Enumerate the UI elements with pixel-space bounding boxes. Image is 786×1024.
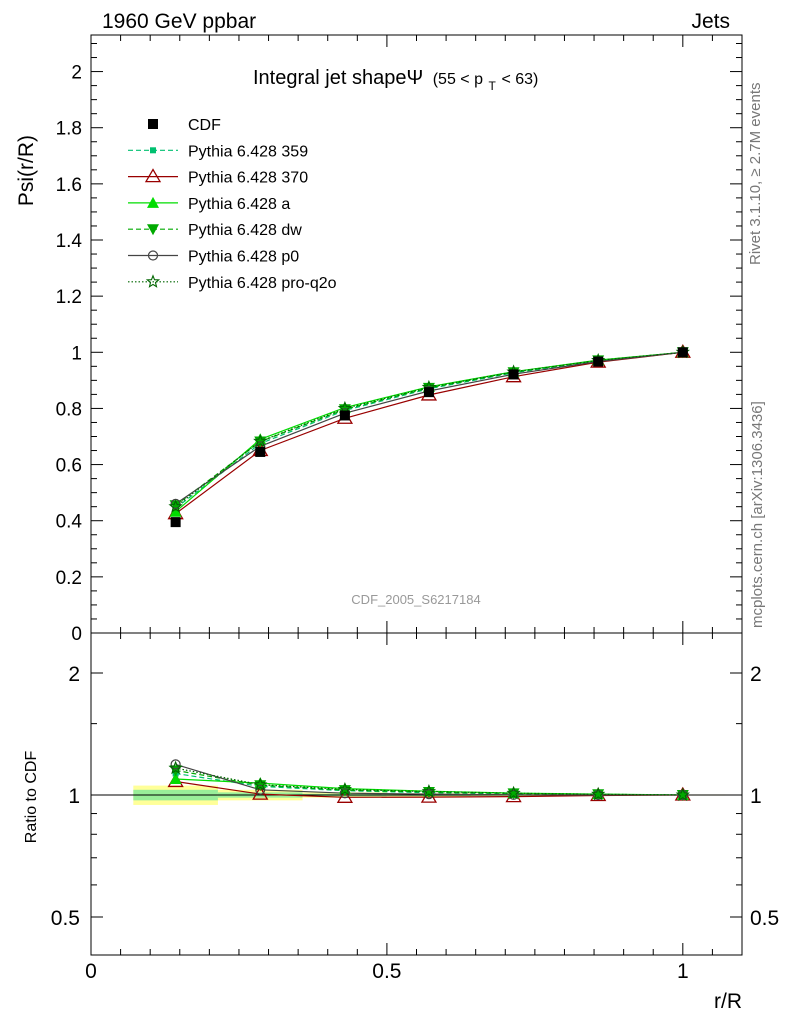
ratio-data-point (423, 789, 435, 800)
ratio-series-markers (167, 759, 691, 803)
ratio-data-point (339, 788, 350, 799)
ratio-panel: 0.512 0.512 0 0.5 1 Ratio to CDF r/R (23, 632, 779, 1013)
main-title-range-prefix: (55 < p (433, 71, 483, 88)
ratio-y-tick-label: 0.5 (51, 907, 80, 930)
ratio-data-point (168, 760, 183, 775)
legend-marker (150, 147, 156, 154)
ratio-y-tick-labels: 0.5 1 2 (51, 663, 80, 930)
main-data-point (508, 369, 519, 380)
legend-label: Pythia 6.428 pro-q2o (188, 275, 337, 292)
main-y-tick-label: 2 (71, 63, 82, 84)
x-axis-label: r/R (714, 990, 742, 1013)
main-y-tick-label: 0.4 (56, 512, 83, 533)
main-y-tick-label: 0.8 (56, 399, 82, 420)
ratio-data-point (255, 784, 266, 795)
main-data-point (168, 499, 183, 513)
ratio-data-point (253, 777, 268, 791)
ratio-data-point (508, 789, 519, 800)
header-right: Jets (691, 10, 730, 33)
ratio-data-point (591, 786, 606, 801)
x-tick-label: 0 (85, 960, 97, 983)
legend-marker (147, 224, 159, 236)
legend-marker (145, 274, 161, 288)
legend: CDF Pythia 6.428 359 Pythia 6.428 370 Pythi… (128, 117, 337, 292)
main-title-range-suffix: < 63) (501, 71, 538, 88)
main-y-tick-label: 1.2 (56, 287, 82, 308)
ratio-data-point (337, 781, 353, 796)
watermark: CDF_2005_S6217184 (351, 592, 480, 607)
x-tick-label: 1 (677, 960, 689, 983)
main-y-tick-label: 0 (71, 624, 82, 645)
legend-label: Pythia 6.428 370 (188, 170, 308, 187)
ratio-data-point (506, 785, 521, 800)
ratio-y-tick-label-right: 2 (750, 663, 762, 686)
ratio-y-tick-label-right: 0.5 (750, 907, 779, 930)
main-data-point (423, 387, 434, 398)
ratio-data-point (169, 773, 182, 785)
x-tick-labels: 0 0.5 1 (85, 960, 689, 983)
main-axis-ticks (90, 35, 743, 634)
legend-label: Pythia 6.428 p0 (188, 249, 299, 266)
main-y-tick-label: 1 (71, 343, 82, 364)
x-tick-label: 0.5 (372, 960, 401, 983)
legend-marker (147, 196, 159, 208)
main-y-tick-label: 0.2 (56, 568, 82, 589)
main-data-point (339, 410, 350, 421)
legend-marker (144, 168, 162, 183)
ratio-y-tick-label-right: 1 (750, 785, 762, 808)
ratio-y-tick-label: 2 (68, 663, 80, 686)
legend-label: CDF (188, 117, 221, 134)
legend-marker (147, 250, 159, 261)
legend-label: Pythia 6.428 dw (188, 222, 302, 239)
main-y-tick-label: 1.4 (56, 231, 83, 252)
ratio-data-point (593, 789, 604, 801)
main-series-lines (175, 351, 683, 515)
header-left: 1960 GeV ppbar (102, 10, 256, 33)
main-panel: 0 0.2 0.4 0.6 0.8 1 1.2 1.4 1.6 1.8 2 Psi(r/R) Int… (15, 34, 743, 645)
main-series-line (175, 351, 683, 506)
ratio-data-point (421, 784, 437, 798)
main-y-tick-label: 1.8 (56, 119, 82, 140)
legend-label: Pythia 6.428 359 (188, 143, 308, 160)
main-series-line (175, 351, 683, 509)
main-data-point (338, 404, 351, 416)
main-data-point (253, 433, 268, 448)
ratio-y-axis-label: Ratio to CDF (23, 751, 40, 844)
main-series-line (175, 351, 683, 505)
ratio-y-tick-labels-right: 0.5 1 2 (750, 663, 779, 930)
main-series-line (175, 351, 683, 515)
main-title-range-sub: T (489, 79, 497, 93)
main-series-line (175, 351, 683, 508)
main-data-point (170, 517, 181, 528)
main-data-point (677, 347, 688, 358)
main-title-text: Integral jet shapeΨ (253, 67, 423, 89)
ratio-data-point (170, 759, 181, 770)
ratio-axis-ticks (90, 633, 743, 955)
main-y-tick-label: 1.6 (56, 175, 82, 196)
ratio-y-tick-label: 1 (68, 785, 80, 808)
rivet-label: Rivet 3.1.10, ≥ 2.7M events (747, 83, 764, 266)
main-series-markers (167, 343, 691, 528)
legend-label: Pythia 6.428 a (188, 196, 290, 213)
main-y-tick-label: 0.6 (56, 456, 82, 477)
main-y-tick-labels: 0 0.2 0.4 0.6 0.8 1 1.2 1.4 1.6 1.8 2 (56, 63, 83, 645)
legend-marker (148, 119, 158, 129)
main-title: Integral jet shapeΨ (55 < p T < 63) (253, 67, 538, 95)
main-data-point (255, 446, 266, 457)
main-series-line (175, 351, 683, 513)
ratio-data-point (675, 787, 690, 802)
main-data-point (593, 356, 604, 367)
main-data-point (169, 500, 182, 512)
main-y-axis-label: Psi(r/R) (15, 135, 38, 206)
mcplots-label: mcplots.cern.ch [arXiv:1306.3436] (749, 401, 766, 628)
